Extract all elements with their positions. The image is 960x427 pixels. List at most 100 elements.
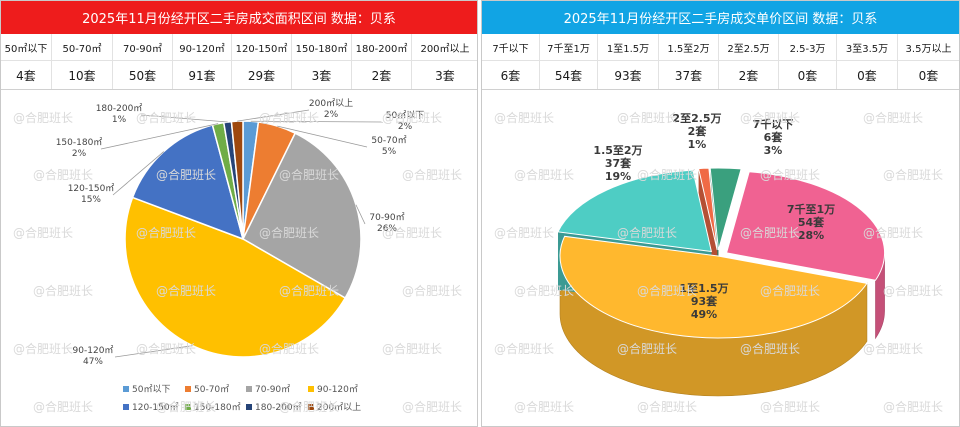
slice-percent-label: 5% <box>382 147 397 157</box>
label-leader-line <box>250 120 384 123</box>
slice-count-label: 2套 <box>688 124 708 138</box>
slice-percent-label: 15% <box>81 195 101 205</box>
slice-count-label: 37套 <box>605 156 632 170</box>
table-header-cell: 2至2.5万 <box>719 34 779 61</box>
slice-percent-label: 26% <box>377 224 397 234</box>
slice-count-label: 54套 <box>798 215 825 229</box>
table-value-cell: 54套 <box>540 61 598 89</box>
table-header-cell: 120-150㎡ <box>232 34 292 61</box>
slice-category-label: 150-180㎡ <box>56 137 103 148</box>
table-header-cell: 70-90㎡ <box>113 34 173 61</box>
table-value-cell: 2套 <box>719 61 779 89</box>
slice-percent-label: 28% <box>798 229 824 242</box>
pie-slice <box>124 196 347 358</box>
table-value-cell: 6套 <box>482 61 540 89</box>
pie-slice <box>557 169 713 253</box>
legend-swatch <box>246 404 252 410</box>
label-leader-line <box>140 114 228 123</box>
table-header-cell: 1.5至2万 <box>659 34 719 61</box>
legend-swatch <box>185 404 191 410</box>
table-value-cell: 0套 <box>837 61 898 89</box>
table-value-cell: 37套 <box>659 61 719 89</box>
label-leader-line <box>355 204 366 225</box>
legend-label: 180-200㎡ <box>255 402 302 413</box>
legend-label: 150-180㎡ <box>194 402 241 413</box>
area-distribution-panel: 2025年11月份经开区二手房成交面积区间 数据：贝系 50㎡以下 50-70㎡ 7… <box>0 0 478 427</box>
pie-slice <box>559 235 868 339</box>
area-chart-title: 2025年11月份经开区二手房成交面积区间 数据：贝系 <box>1 1 477 34</box>
table-header-cell: 3.5万以上 <box>898 34 959 61</box>
slice-count-label: 6套 <box>764 130 784 144</box>
table-value-cell: 10套 <box>52 61 113 89</box>
legend-swatch <box>123 386 129 392</box>
pie-slice <box>709 167 742 251</box>
legend-label: 50㎡以下 <box>132 384 170 395</box>
table-value-cell: 50套 <box>113 61 173 89</box>
table-value-cell: 91套 <box>173 61 232 89</box>
pie-slice <box>242 132 362 300</box>
table-value-cell: 3套 <box>435 68 455 83</box>
table-header-cell: 3至3.5万 <box>837 34 898 61</box>
label-leader-line <box>237 109 310 122</box>
slice-category-label: 70-90㎡ <box>369 212 404 223</box>
table-value-cell: 2套 <box>352 61 412 89</box>
slice-category-label: 7千至1万 <box>787 202 835 216</box>
slice-category-label: 7千以下 <box>753 117 794 131</box>
slice-category-label: 50-70㎡ <box>371 135 406 146</box>
slice-category-label: 200㎡以上 <box>309 98 353 109</box>
slice-percent-label: 47% <box>83 357 103 367</box>
slice-percent-label: 1% <box>112 115 127 125</box>
pie-slice <box>725 171 886 281</box>
slice-category-label: 1至1.5万 <box>679 282 728 295</box>
table-header-cell: 50-70㎡ <box>52 34 113 61</box>
label-leader-line <box>100 123 219 150</box>
table-value-cell: 3套 <box>292 61 352 89</box>
slice-percent-label: 2% <box>72 149 87 159</box>
slice-category-label: 1.5至2万 <box>593 144 642 157</box>
slice-count-label: 93套 <box>691 294 718 308</box>
legend-swatch <box>308 386 314 392</box>
legend-label: 70-90㎡ <box>255 384 290 395</box>
legend-swatch <box>246 386 252 392</box>
label-leader-line <box>114 345 193 358</box>
table-header-cell: 200㎡以上 <box>412 34 477 61</box>
table-value-cell: 0套 <box>779 61 837 89</box>
table-value-cell: 93套 <box>598 61 659 89</box>
slice-percent-label: 2% <box>324 110 339 120</box>
table-header-cell: 7千至1万 <box>540 34 598 61</box>
legend-label: 90-120㎡ <box>317 384 358 395</box>
table-header-cell: 1至1.5万 <box>598 34 659 61</box>
slice-category-label: 50㎡以下 <box>386 110 424 121</box>
table-header-cell: 50㎡以下 <box>1 34 52 61</box>
price-chart-title: 2025年11月份经开区二手房成交单价区间 数据：贝系 <box>482 1 959 34</box>
slice-percent-label: 1% <box>688 138 707 151</box>
slice-category-label: 120-150㎡ <box>68 183 115 194</box>
table-header-cell: 90-120㎡ <box>173 34 232 61</box>
pie-slice <box>131 124 245 241</box>
slice-category-label: 180-200㎡ <box>96 103 143 114</box>
legend-swatch <box>123 404 129 410</box>
table-header-cell: 180-200㎡ <box>352 34 412 61</box>
slice-category-label: 2至2.5万 <box>672 112 721 125</box>
label-leader-line <box>112 151 165 196</box>
area-summary-table: 50㎡以下 50-70㎡ 70-90㎡ 90-120㎡ 120-150㎡ 150-180㎡… <box>1 34 477 90</box>
table-value-cell: 4套 <box>1 61 52 89</box>
slice-percent-label: 49% <box>691 308 717 321</box>
area-pie-chart: 50㎡以下2%50-70㎡5%70-90㎡26%90-120㎡47%120-15… <box>56 98 425 413</box>
pie-slice <box>697 167 718 251</box>
table-value-cell: 29套 <box>232 61 292 89</box>
table-header-cell: 150-180㎡ <box>292 34 352 61</box>
slice-percent-label: 2% <box>398 122 413 132</box>
table-value-cell: 0套 <box>918 68 939 83</box>
price-summary-table: 7千以下 7千至1万 1至1.5万 1.5至2万 2至2.5万 2.5-3万 3至3.5万 3… <box>482 34 959 90</box>
slice-percent-label: 19% <box>605 170 631 183</box>
legend-label: 120-150㎡ <box>132 402 179 413</box>
slice-category-label: 90-120㎡ <box>73 345 114 356</box>
legend-label: 50-70㎡ <box>194 384 229 395</box>
legend-swatch <box>185 386 191 392</box>
label-leader-line <box>277 125 368 148</box>
table-header-cell: 2.5-3万 <box>779 34 837 61</box>
table-header-cell: 7千以下 <box>482 34 540 61</box>
legend-label: 200㎡以上 <box>317 402 361 413</box>
